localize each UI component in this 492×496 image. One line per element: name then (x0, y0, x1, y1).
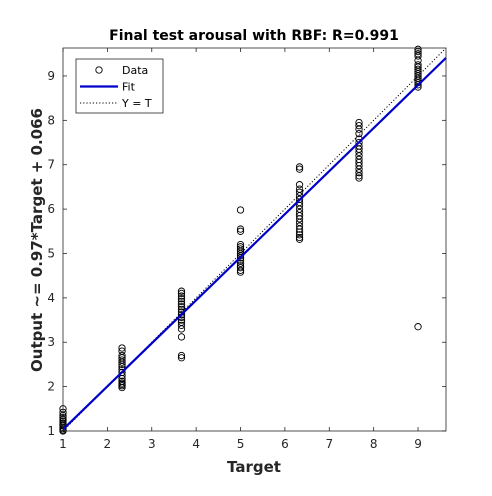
plot-frame (62, 47, 447, 432)
data-point (236, 262, 245, 270)
data-point (177, 354, 186, 362)
data-point (236, 259, 245, 267)
data-point (177, 321, 186, 330)
data-point (177, 333, 186, 341)
x-tick-label: 3 (148, 437, 156, 451)
fit-layer (62, 47, 447, 432)
data-point (295, 181, 304, 189)
data-point (236, 225, 245, 233)
y-tick-label: 9 (47, 69, 55, 83)
legend-label: Fit (122, 81, 136, 94)
y-tick-label: 6 (47, 202, 55, 216)
x-tick-label: 8 (370, 437, 378, 451)
y-axis-ticks: 1 2 3 4 5 6 7 8 9 (47, 69, 446, 438)
data-point (236, 264, 245, 272)
y-tick-label: 5 (47, 246, 55, 260)
data-point (177, 311, 186, 319)
data-point (355, 138, 363, 147)
data-point (355, 169, 363, 177)
x-tick-label: 1 (59, 437, 67, 451)
data-point (295, 235, 304, 243)
x-tick-label: 4 (192, 437, 200, 451)
x-tick-label: 9 (414, 437, 422, 451)
y-tick-label: 2 (47, 380, 55, 394)
data-point (295, 209, 304, 217)
data-point (295, 222, 304, 230)
y-tick-label: 4 (47, 291, 55, 305)
data-point (414, 45, 422, 53)
data-point (414, 65, 422, 73)
x-axis-ticks: 1 2 3 4 5 6 7 8 9 (59, 48, 422, 451)
data-point (177, 289, 186, 298)
data-point (295, 163, 304, 171)
data-point (414, 323, 422, 331)
data-point (236, 243, 245, 251)
data-point (118, 347, 126, 355)
data-point (177, 292, 186, 300)
data-point (177, 303, 186, 311)
data-point (177, 316, 186, 324)
y-axis-label: Output ~= 0.97*Target + 0.066 (28, 108, 46, 372)
data-point (355, 122, 363, 130)
data-point (118, 351, 126, 360)
data-point (295, 195, 304, 203)
data-point (236, 245, 245, 253)
data-point (177, 318, 186, 326)
data-point (295, 188, 304, 196)
data-point (236, 227, 245, 235)
data-point (355, 174, 363, 182)
data-point (177, 295, 186, 303)
data-point (295, 233, 304, 242)
x-tick-label: 6 (281, 437, 289, 451)
y-tick-label: 3 (47, 335, 55, 349)
x-tick-label: 7 (325, 437, 333, 451)
data-point (118, 377, 126, 385)
data-point (118, 379, 126, 387)
data-point (295, 165, 304, 173)
data-point (177, 300, 186, 308)
data-point (236, 206, 245, 214)
data-point (236, 240, 245, 249)
legend: Data Fit Y = T (75, 58, 164, 114)
y-tick-label: 8 (47, 113, 55, 127)
x-axis-label: Target (227, 458, 281, 476)
data-point (118, 368, 126, 377)
y-tick-label: 1 (47, 424, 55, 438)
legend-swatch-data (95, 66, 103, 74)
chart-title: Final test arousal with RBF: R=0.991 (109, 28, 399, 44)
y-tick-label: 7 (47, 158, 55, 172)
data-point (355, 155, 363, 164)
data-point (236, 266, 245, 274)
data-point (295, 231, 304, 239)
data-point (177, 351, 186, 360)
data-point (177, 287, 186, 295)
data-point (355, 130, 363, 138)
data-point (355, 118, 363, 127)
data-point (295, 185, 304, 193)
fit-line (62, 57, 447, 431)
data-point (414, 61, 422, 69)
x-tick-label: 2 (104, 437, 112, 451)
data-point (177, 297, 186, 306)
x-tick-label: 5 (237, 437, 245, 451)
data-point (118, 344, 126, 352)
legend-label: Y = T (121, 97, 152, 110)
data-point (118, 356, 126, 364)
legend-label: Data (122, 64, 148, 77)
